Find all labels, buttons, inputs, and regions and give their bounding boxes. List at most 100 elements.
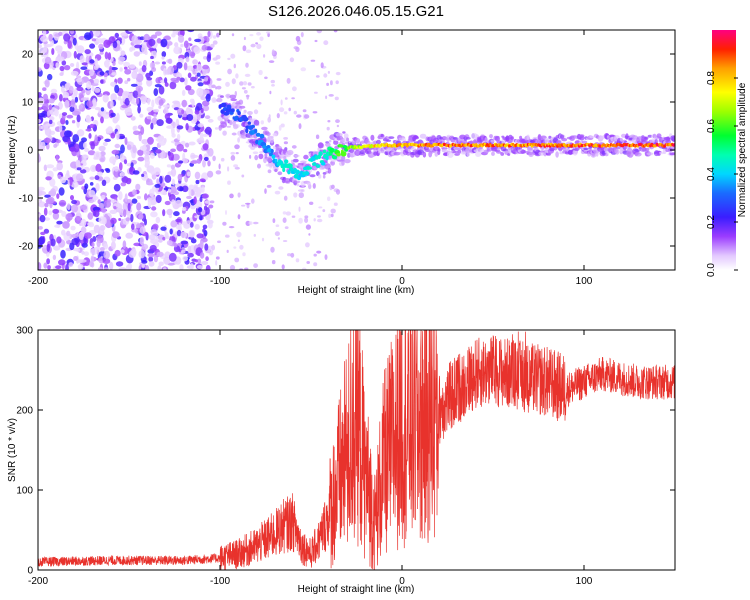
spectrogram-cell xyxy=(325,155,329,161)
spectrogram-cell xyxy=(43,262,48,269)
spectrogram-cell xyxy=(62,91,70,99)
spectrogram-cell xyxy=(200,96,206,101)
spectrogram-cell xyxy=(176,133,181,141)
spectrogram-cell xyxy=(132,170,140,175)
spectrogram-cell xyxy=(180,240,189,245)
spectrogram-cell xyxy=(240,132,248,139)
spectrogram-cell xyxy=(94,134,98,143)
spectrogram-cell xyxy=(291,97,295,100)
spectrogram-cell xyxy=(153,167,161,176)
spectrogram-cell xyxy=(44,79,50,88)
spectrogram-cell xyxy=(500,152,505,156)
spectrogram-cell xyxy=(110,132,116,139)
spectrogram-cell xyxy=(150,122,154,130)
spectrogram-cell xyxy=(50,188,56,197)
spectrogram-cell xyxy=(188,188,192,197)
spectrogram-cell xyxy=(555,151,559,158)
spectrogram-cell xyxy=(147,136,154,145)
y-tick-label: 300 xyxy=(16,326,33,337)
spectrogram-cell xyxy=(65,213,73,221)
spectrogram-cell xyxy=(218,163,221,170)
spectrogram-cell xyxy=(58,199,67,207)
spectrogram-cell xyxy=(120,50,126,57)
spectrogram-cell xyxy=(456,150,461,155)
spectrogram-cell xyxy=(330,213,334,218)
spectrogram-cell xyxy=(202,133,208,137)
spectrogram-cell xyxy=(110,112,116,118)
spectrogram-cell xyxy=(203,56,208,60)
spectrogram-cell xyxy=(72,110,80,116)
spectrogram-cell xyxy=(147,97,151,105)
spectrogram-cell xyxy=(146,182,154,186)
spectrogram-cell xyxy=(164,174,172,183)
spectrogram-cell xyxy=(304,215,309,219)
spectrogram-cell xyxy=(69,30,75,35)
spectrogram-cell xyxy=(126,144,132,151)
spectrogram-cell xyxy=(203,80,211,85)
spectrogram-cell xyxy=(331,184,335,190)
spectrogram-cell xyxy=(61,112,68,116)
spectrogram-cell xyxy=(53,245,61,251)
spectrogram-cell xyxy=(132,90,139,99)
y-tick-label: 10 xyxy=(22,98,34,109)
spectrogram-cell xyxy=(44,128,52,136)
spectrogram-cell xyxy=(161,56,165,60)
spectrogram-cell xyxy=(275,224,280,227)
spectrogram-cell xyxy=(162,209,166,217)
spectrogram-cell xyxy=(202,228,206,233)
spectrogram-cell xyxy=(341,155,346,162)
spectrogram-cell xyxy=(50,238,56,247)
spectrogram-cell xyxy=(304,217,309,223)
spectrogram-cell xyxy=(186,195,192,200)
spectrogram-cell xyxy=(162,191,168,196)
spectrogram-cell xyxy=(130,83,138,87)
spectrogram-cell xyxy=(190,51,195,59)
spectrogram-cell xyxy=(231,132,237,136)
spectrogram-cell xyxy=(179,264,184,270)
spectrogram-cell xyxy=(52,208,60,214)
spectrogram-cell xyxy=(84,183,89,190)
spectrogram-cell xyxy=(109,156,117,164)
colorbar-label: Normalized spectral amplitude xyxy=(737,82,748,217)
spectrogram-cell xyxy=(207,148,214,157)
spectrogram-cell xyxy=(80,66,88,70)
spectrogram-cell xyxy=(70,195,74,201)
spectrogram-cell xyxy=(58,259,66,266)
spectrogram-cell xyxy=(274,190,281,195)
spectrogram-cell xyxy=(58,125,63,133)
spectrogram-cell xyxy=(43,164,48,172)
spectrogram-cell xyxy=(70,70,79,76)
spectrogram-cell xyxy=(150,55,154,60)
spectrogram-cell xyxy=(239,81,244,86)
spectrogram-cell xyxy=(215,86,218,90)
spectrogram-cell xyxy=(333,202,338,206)
spectrogram-cell xyxy=(101,179,107,186)
spectrogram-cell xyxy=(131,198,138,204)
spectrogram-cell xyxy=(72,134,80,143)
spectrogram-cell xyxy=(70,181,79,188)
spectrogram-cell xyxy=(302,109,307,113)
spectrogram-cell xyxy=(317,218,323,223)
spectrogram-cell xyxy=(56,193,60,199)
spectrogram-cell xyxy=(45,176,52,181)
spectrogram-cell xyxy=(110,209,115,214)
spectrogram-cell xyxy=(123,159,128,165)
spectrogram-cell xyxy=(266,145,271,149)
spectrogram-cell xyxy=(96,38,104,44)
spectrogram-cell xyxy=(161,61,166,65)
spectrogram-cell xyxy=(173,243,178,248)
spectrogram-cell xyxy=(137,105,141,114)
spectrogram-cell xyxy=(233,164,239,168)
spectrogram-cell xyxy=(303,114,310,119)
spectrogram-cell xyxy=(287,163,293,169)
spectrogram-cell xyxy=(208,221,213,229)
spectrogram-cell xyxy=(72,37,77,46)
spectrogram-cell xyxy=(288,107,292,112)
spectrogram-cell xyxy=(190,160,199,164)
spectrogram-cell xyxy=(316,30,323,34)
spectrogram-cell xyxy=(93,224,101,234)
spectrogram-cell xyxy=(56,236,62,244)
spectrogram-cell xyxy=(204,115,211,120)
spectrogram-cell xyxy=(181,157,189,164)
spectrogram-cell xyxy=(114,249,121,257)
